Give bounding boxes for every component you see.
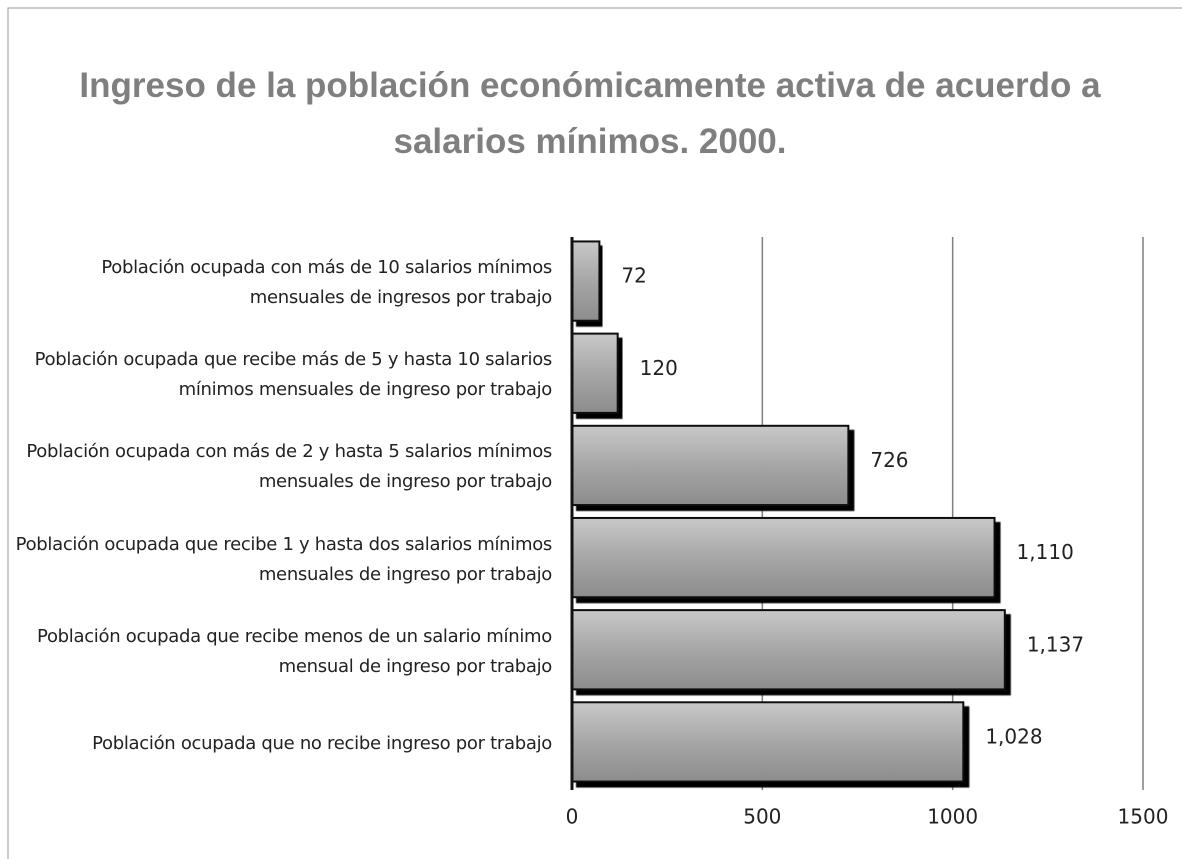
bar bbox=[571, 240, 601, 322]
value-label: 1,137 bbox=[1027, 632, 1084, 656]
x-tick-label: 1500 bbox=[1118, 805, 1169, 829]
bar bbox=[571, 332, 619, 414]
chart-title: Ingreso de la población económicamente a… bbox=[79, 66, 1101, 161]
value-label: 1,028 bbox=[985, 724, 1042, 748]
x-tick-label: 1000 bbox=[927, 805, 978, 829]
x-tick-label: 500 bbox=[743, 805, 781, 829]
y-tick-label: Población ocupada que recibe 1 y hasta d… bbox=[15, 533, 553, 585]
y-tick-label: Población ocupada con más de 2 y hasta 5… bbox=[26, 441, 552, 493]
bar bbox=[571, 701, 965, 783]
bar bbox=[571, 516, 996, 599]
y-tick-label: Población ocupada con más de 10 salarios… bbox=[101, 257, 552, 309]
value-label: 1,110 bbox=[1017, 540, 1074, 564]
value-label: 726 bbox=[870, 448, 908, 472]
y-tick-label: Población ocupada que recibe más de 5 y … bbox=[34, 349, 553, 401]
bar bbox=[571, 609, 1006, 691]
value-label: 72 bbox=[621, 264, 646, 288]
value-label: 120 bbox=[640, 356, 678, 380]
frame bbox=[7, 7, 1182, 859]
bar bbox=[571, 424, 850, 507]
y-tick-label: Población ocupada que no recibe ingreso … bbox=[92, 732, 552, 754]
x-tick-label: 0 bbox=[566, 805, 579, 829]
y-tick-label: Población ocupada que recibe menos de un… bbox=[37, 625, 552, 677]
